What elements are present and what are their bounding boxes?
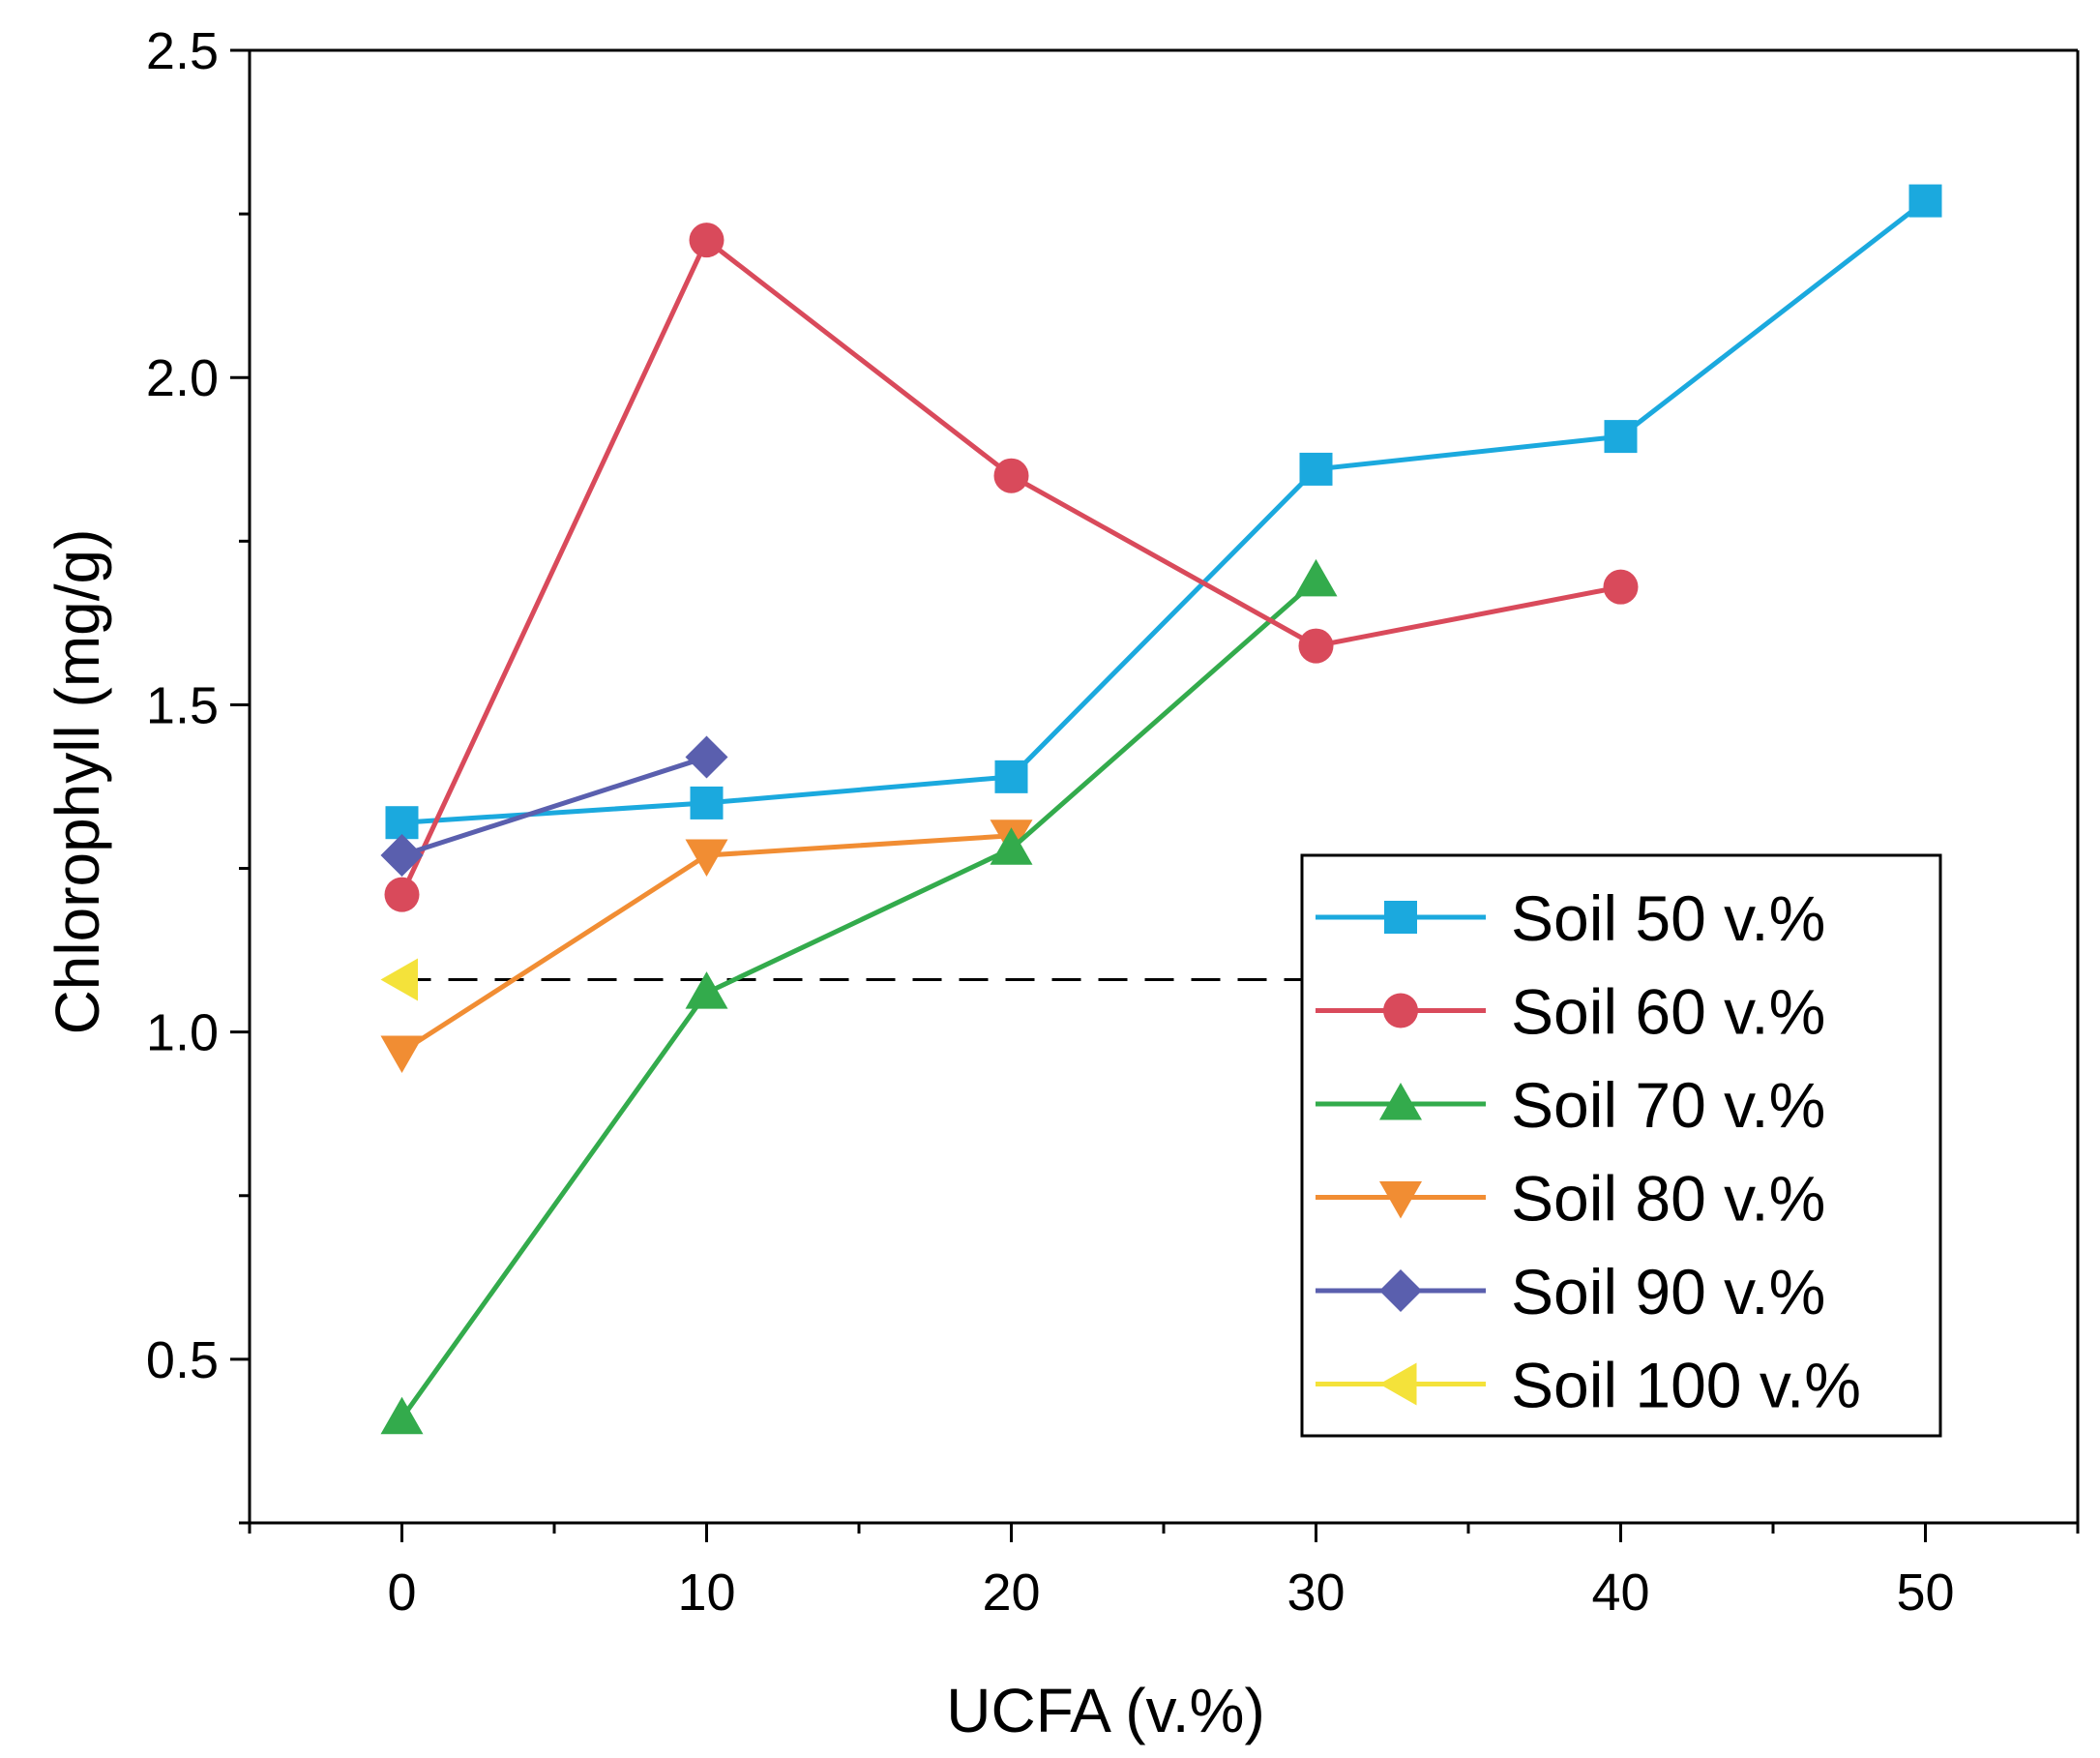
series-3	[380, 819, 1033, 1073]
x-tick-label: 20	[982, 1564, 1040, 1622]
series-1	[384, 223, 1639, 912]
legend: Soil 50 v.% Soil 60 v.% Soil 70 v.% Soil 80…	[1300, 853, 1942, 1438]
series-group	[380, 184, 1942, 1435]
data-point	[380, 958, 418, 1001]
legend-item: Soil 100 v.%	[1316, 1350, 1861, 1421]
legend-item: Soil 50 v.%	[1316, 882, 1825, 954]
data-point	[1603, 569, 1639, 605]
data-point	[1298, 628, 1334, 664]
legend-item: Soil 60 v.%	[1316, 976, 1825, 1048]
series-line	[399, 579, 1318, 1420]
legend-label: Soil 90 v.%	[1511, 1256, 1825, 1327]
x-axis-title: UCFA (v.%)	[946, 1676, 1265, 1745]
y-tick-label: 2.5	[146, 22, 219, 80]
data-point	[690, 786, 724, 819]
legend-marker	[1379, 1269, 1422, 1312]
legend-item: Soil 70 v.%	[1316, 1069, 1825, 1141]
y-tick-label: 1.5	[146, 676, 219, 734]
data-point	[1294, 558, 1338, 597]
data-point	[685, 839, 728, 878]
legend-marker	[1384, 901, 1417, 934]
data-point	[384, 877, 420, 912]
data-point	[380, 1396, 424, 1435]
series-line	[400, 755, 708, 858]
x-tick-label: 0	[387, 1564, 416, 1622]
legend-label: Soil 80 v.%	[1511, 1163, 1825, 1235]
y-tick-label: 2.0	[146, 349, 219, 407]
x-tick-label: 40	[1591, 1564, 1649, 1622]
data-point	[1908, 184, 1942, 218]
y-tick-label: 0.5	[146, 1331, 219, 1389]
series-5	[380, 958, 418, 1001]
series-line	[401, 198, 1928, 825]
legend-marker	[1379, 1362, 1417, 1406]
x-tick-label: 50	[1896, 1564, 1954, 1622]
data-point	[380, 1035, 424, 1073]
legend-marker	[1383, 993, 1418, 1028]
legend-label: Soil 60 v.%	[1511, 976, 1825, 1048]
legend-label: Soil 100 v.%	[1511, 1350, 1861, 1421]
data-point	[689, 223, 725, 258]
axes-group: 0 10 20 30 40 50 0.5 1.0 1.5 2.0 2.5 UCFA (v.%) Chlo…	[43, 22, 2080, 1745]
series-4	[380, 735, 728, 878]
data-point	[1299, 452, 1333, 486]
data-point	[990, 827, 1033, 865]
y-axis-title: Chlorophyll (mg/g)	[43, 529, 112, 1035]
legend-item: Soil 80 v.%	[1316, 1163, 1825, 1235]
data-point	[385, 806, 419, 840]
data-point	[1604, 420, 1638, 454]
legend-box	[1300, 853, 1942, 1438]
x-tick-label: 10	[677, 1564, 735, 1622]
legend-label: Soil 70 v.%	[1511, 1069, 1825, 1141]
y-tick-label: 1.0	[146, 1004, 219, 1062]
legend-marker	[1379, 1083, 1422, 1120]
series-0	[385, 184, 1942, 840]
data-point	[685, 971, 728, 1009]
data-point	[993, 458, 1029, 493]
data-point	[380, 834, 424, 878]
x-tick-label: 30	[1287, 1564, 1345, 1622]
legend-label: Soil 50 v.%	[1511, 882, 1825, 954]
legend-item: Soil 90 v.%	[1316, 1256, 1825, 1327]
legend-marker	[1379, 1181, 1422, 1219]
data-point	[994, 760, 1028, 793]
data-point	[685, 735, 728, 779]
series-2	[380, 558, 1338, 1435]
